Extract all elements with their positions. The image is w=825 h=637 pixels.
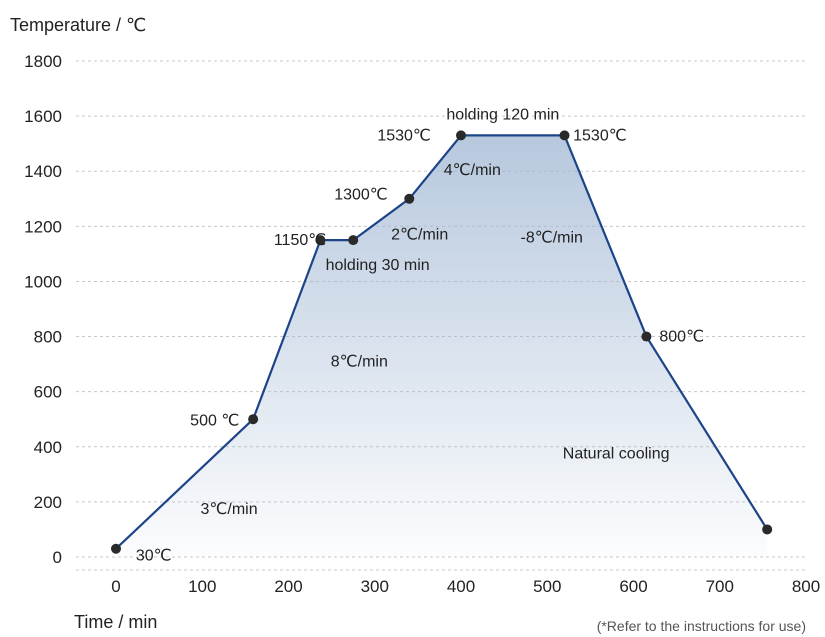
data-point bbox=[111, 543, 121, 554]
data-point bbox=[248, 414, 259, 425]
annotation-label: 1150℃ bbox=[274, 232, 326, 249]
data-point bbox=[641, 331, 652, 342]
area-fill bbox=[116, 135, 768, 557]
data-point bbox=[456, 130, 466, 141]
y-tick-label: 600 bbox=[34, 383, 62, 402]
annotation-label: 500 ℃ bbox=[190, 413, 239, 430]
x-tick-label: 400 bbox=[447, 577, 475, 596]
y-tick-label: 1200 bbox=[24, 217, 62, 236]
annotation-label: 4℃/min bbox=[444, 162, 501, 179]
y-tick-label: 0 bbox=[53, 548, 62, 567]
data-point bbox=[404, 193, 415, 204]
x-tick-label: 0 bbox=[111, 577, 120, 596]
annotation-label: 1300℃ bbox=[334, 187, 388, 204]
y-tick-label: 200 bbox=[34, 493, 62, 512]
data-points bbox=[111, 130, 773, 554]
data-point bbox=[559, 130, 570, 141]
area-path bbox=[116, 135, 768, 557]
x-tick-label: 200 bbox=[274, 577, 302, 596]
footnote: (*Refer to the instructions for use) bbox=[597, 618, 806, 634]
x-axis-ticks: 0 100 200 300 400 500 600 700 800 bbox=[111, 577, 820, 596]
y-tick-label: 1400 bbox=[24, 162, 62, 181]
y-axis-label: Temperature / ℃ bbox=[10, 15, 146, 35]
x-tick-label: 300 bbox=[361, 577, 389, 596]
annotation-label: 30℃ bbox=[136, 548, 172, 565]
x-tick-label: 800 bbox=[792, 577, 820, 596]
x-axis-label: Time / min bbox=[74, 612, 157, 632]
y-tick-label: 400 bbox=[34, 438, 62, 457]
data-point bbox=[762, 524, 773, 535]
annotation-label: -8℃/min bbox=[521, 229, 583, 246]
annotation-label: 8℃/min bbox=[331, 353, 388, 370]
y-tick-label: 800 bbox=[34, 328, 62, 347]
y-tick-label: 1000 bbox=[24, 272, 62, 291]
x-tick-label: 700 bbox=[706, 577, 734, 596]
annotation-label: holding 120 min bbox=[446, 107, 559, 124]
annotation-label: 3℃/min bbox=[201, 501, 258, 518]
annotation-label: holding 30 min bbox=[326, 257, 430, 274]
annotation-label: 1530℃ bbox=[573, 127, 627, 144]
y-tick-label: 1600 bbox=[24, 107, 62, 126]
x-tick-label: 600 bbox=[619, 577, 647, 596]
data-point bbox=[315, 235, 326, 246]
data-point bbox=[348, 235, 359, 246]
annotation-label: 1530℃ bbox=[377, 127, 431, 144]
annotation-label: 800℃ bbox=[659, 329, 704, 346]
x-tick-label: 500 bbox=[533, 577, 561, 596]
y-axis-ticks: 0 200 400 600 800 1000 1200 1400 1600 1800 bbox=[24, 52, 62, 567]
x-tick-label: 100 bbox=[188, 577, 216, 596]
y-tick-label: 1800 bbox=[24, 52, 62, 71]
annotation-label: 2℃/min bbox=[391, 227, 448, 244]
annotation-label: Natural cooling bbox=[563, 446, 670, 463]
